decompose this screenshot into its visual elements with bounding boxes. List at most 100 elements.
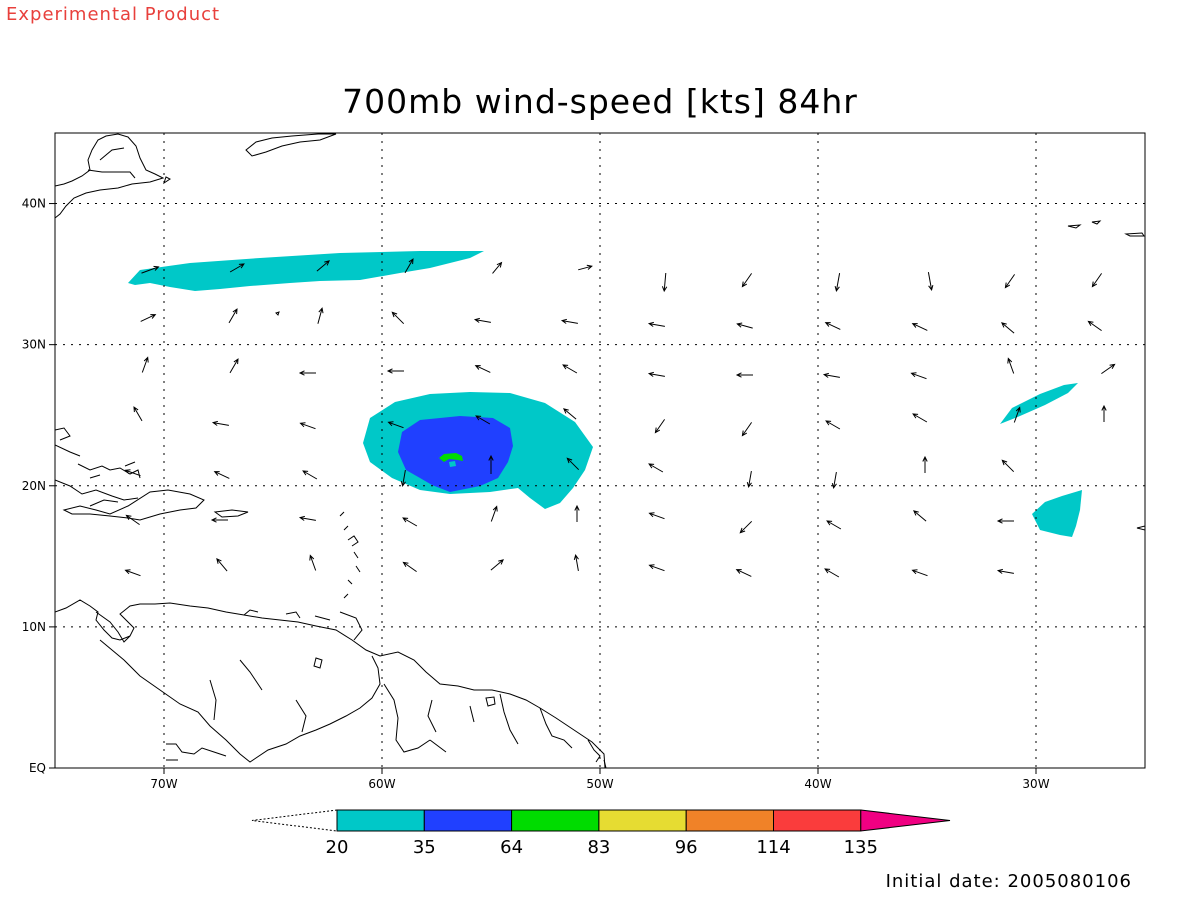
- wind-vector-arrow: [309, 554, 317, 571]
- colorbar-swatch: [511, 809, 600, 832]
- lat-tick-label: 10N: [22, 620, 46, 634]
- wind-vector-arrow: [229, 358, 239, 374]
- wind-vector-arrow: [824, 322, 841, 330]
- wind-vector-arrow: [912, 413, 928, 423]
- colorbar: 20 35 64 83 96 114 135: [251, 809, 951, 858]
- wind-vector-arrow: [402, 561, 417, 573]
- wind-vector-arrow: [996, 518, 1014, 524]
- map-frame: [54, 132, 1146, 769]
- wind-vector-arrow: [474, 365, 491, 373]
- wind-vector-arrow: [563, 408, 577, 420]
- wind-vector-arrow: [735, 569, 752, 577]
- colorbar-above-triangle: [860, 809, 951, 832]
- wind-vector-arrow: [911, 323, 928, 331]
- wind-speed-shading: [128, 251, 1082, 537]
- lat-tick-label: 40N: [22, 197, 46, 211]
- longitude-ticks: 70W 60W 50W 40W 30W: [150, 768, 1050, 791]
- wind-vector-arrow: [1001, 322, 1015, 334]
- wind-vector-arrow: [400, 470, 406, 488]
- colorbar-swatch: [598, 809, 687, 832]
- wind-vector-arrow: [391, 311, 405, 325]
- colorbar-level-label: 114: [756, 837, 790, 858]
- wind-vector-arrow: [141, 356, 149, 373]
- wind-vector-arrow: [1004, 274, 1016, 289]
- wind-vector-arrow: [386, 368, 404, 374]
- wind-vector-arrow: [562, 364, 578, 374]
- lat-lon-gridlines: [55, 133, 1145, 768]
- wind-vector-arrow: [490, 559, 504, 571]
- colorbar-swatch: [685, 809, 775, 832]
- wind-vector-arrow: [746, 471, 752, 489]
- wind-vector-arrow: [298, 370, 316, 376]
- colorbar-level-label: 135: [844, 837, 878, 858]
- colorbar-level-label: 35: [413, 837, 436, 858]
- wind-vector-arrow: [1101, 404, 1107, 422]
- wind-vector-arrow: [316, 260, 330, 272]
- wind-vector-arrow: [913, 510, 927, 522]
- wind-vector-arrow: [1013, 406, 1021, 423]
- wind-vector-arrow: [741, 422, 753, 437]
- wind-vector-arrow: [927, 272, 934, 292]
- wind-vector-arrow: [404, 258, 414, 274]
- wind-vector-arrow: [1087, 320, 1102, 332]
- map-area: [55, 133, 1145, 768]
- wind-vector-arrow: [566, 457, 580, 471]
- wind-shading-north-band: [128, 251, 484, 291]
- wind-vector-arrow: [648, 463, 664, 473]
- wind-shading-storm-eyewall: [439, 453, 463, 462]
- wind-vector-arrow: [647, 321, 665, 327]
- colorbar-below-triangle: [251, 809, 338, 832]
- wind-vector-arrow: [648, 512, 665, 520]
- wind-vector-arrow: [302, 470, 318, 480]
- wind-vector-arrow: [229, 263, 245, 273]
- initial-date-label: Initial date: 2005080106: [886, 871, 1132, 892]
- wind-vector-arrow: [996, 568, 1014, 574]
- wind-vector-arrow: [741, 273, 753, 288]
- wind-vector-arrow: [213, 471, 230, 479]
- wind-vector-arrow: [210, 517, 228, 523]
- colorbar-swatch: [336, 809, 425, 832]
- wind-vector-arrow: [140, 314, 157, 322]
- wind-vector-arrow: [578, 264, 593, 271]
- wind-vector-arrow: [490, 505, 498, 522]
- wind-vector-arrow: [492, 261, 503, 274]
- lat-tick-label: EQ: [29, 761, 46, 775]
- wind-vector-arrow: [216, 558, 228, 572]
- wind-vector-arrow: [1001, 459, 1015, 473]
- map-title: 700mb wind-speed [kts] 84hr: [342, 82, 858, 121]
- wind-vector-arrow: [317, 307, 324, 324]
- lon-tick-label: 50W: [586, 777, 613, 791]
- wind-vector-arrow: [648, 564, 665, 572]
- lon-tick-label: 70W: [150, 777, 177, 791]
- wind-vector-arrow: [1091, 273, 1103, 288]
- wind-vector-arrow: [133, 406, 143, 422]
- lon-tick-label: 30W: [1022, 777, 1049, 791]
- wind-vector-arrow: [141, 265, 160, 274]
- colorbar-swatch: [773, 809, 862, 832]
- wind-vector-arrow: [574, 504, 580, 522]
- wind-shading-east-streak: [1000, 383, 1078, 424]
- colorbar-level-label: 83: [587, 837, 610, 858]
- wind-vector-arrow: [910, 372, 927, 380]
- colorbar-level-label: 96: [675, 837, 698, 858]
- wind-vector-arrow: [661, 272, 668, 293]
- lat-tick-label: 30N: [22, 338, 46, 352]
- coastlines: [55, 133, 1145, 768]
- lon-tick-label: 60W: [368, 777, 395, 791]
- wind-vector-arrow: [647, 371, 665, 377]
- wind-vector-arrow: [824, 568, 840, 578]
- wind-vector-arrow: [488, 454, 494, 474]
- wind-vector-arrow: [387, 421, 404, 429]
- wind-vector-arrow: [228, 308, 238, 324]
- wind-vector-arrow: [834, 273, 841, 293]
- wind-vector-arrow: [831, 472, 837, 490]
- wind-vector-arrow: [822, 372, 840, 378]
- wind-vector-arrow: [299, 422, 316, 430]
- wind-vector-arrow: [298, 515, 316, 521]
- lon-tick-label: 40W: [804, 777, 831, 791]
- wind-vector-arrow: [736, 322, 753, 329]
- wind-vector-arrow: [922, 455, 928, 473]
- experimental-product-label: Experimental Product: [6, 4, 220, 25]
- wind-vector-arrow: [124, 569, 141, 577]
